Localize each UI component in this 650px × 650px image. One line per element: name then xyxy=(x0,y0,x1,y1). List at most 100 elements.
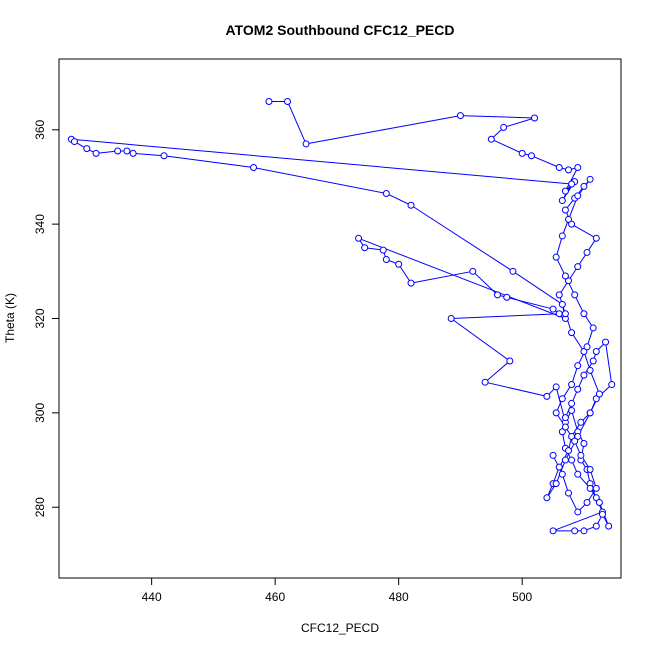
series-segment xyxy=(451,313,560,319)
x-axis: 440 460 480 500 xyxy=(142,577,533,604)
data-point xyxy=(571,527,579,535)
data-point xyxy=(574,263,582,271)
data-point xyxy=(555,291,563,299)
x-tick-label: 500 xyxy=(512,590,532,604)
data-point xyxy=(561,423,569,431)
data-point xyxy=(565,277,573,285)
data-point xyxy=(509,267,517,275)
data-point xyxy=(592,494,600,502)
data-point xyxy=(580,348,588,356)
data-point xyxy=(595,390,603,398)
series-segment xyxy=(398,263,412,284)
series-segment xyxy=(96,150,118,154)
data-point xyxy=(549,451,557,459)
data-point xyxy=(395,260,403,268)
data-point xyxy=(568,407,576,415)
series-segment xyxy=(531,155,560,168)
series-segment xyxy=(410,204,514,272)
data-point xyxy=(552,480,560,488)
data-point xyxy=(487,135,495,143)
data-point xyxy=(70,138,78,146)
data-point xyxy=(583,499,591,507)
series-segment xyxy=(564,167,579,192)
series-segment xyxy=(358,237,566,319)
data-point xyxy=(568,381,576,389)
data-point xyxy=(580,371,588,379)
series-segment xyxy=(305,115,461,145)
data-point xyxy=(407,279,415,287)
data-point xyxy=(543,392,551,400)
series-segment xyxy=(71,138,572,185)
data-point xyxy=(558,428,566,436)
data-point xyxy=(361,244,369,252)
data-point xyxy=(561,456,569,464)
y-axis-label: Theta (K) xyxy=(3,293,17,343)
data-point xyxy=(565,215,573,223)
data-point xyxy=(558,300,566,308)
data-point xyxy=(586,366,594,374)
data-point xyxy=(469,267,477,275)
data-point xyxy=(561,414,569,422)
series-segment xyxy=(571,223,597,239)
series-segment xyxy=(253,167,387,194)
data-point xyxy=(577,418,585,426)
y-tick-label: 280 xyxy=(33,497,47,517)
series-lines xyxy=(71,100,613,532)
data-point xyxy=(580,310,588,318)
x-axis-label: CFC12_PECD xyxy=(301,621,379,635)
data-point xyxy=(589,357,597,365)
data-point xyxy=(583,343,591,351)
data-point xyxy=(602,338,610,346)
series-segment xyxy=(568,492,579,513)
data-point xyxy=(598,510,606,518)
data-point xyxy=(250,164,258,172)
data-point xyxy=(568,399,576,407)
data-point xyxy=(565,489,573,497)
data-point xyxy=(558,197,566,205)
data-point xyxy=(580,527,588,535)
y-tick-label: 320 xyxy=(33,308,47,328)
data-point xyxy=(574,164,582,172)
series-segment xyxy=(574,294,585,315)
data-point xyxy=(265,97,273,105)
data-point xyxy=(500,123,508,131)
data-point xyxy=(456,112,464,120)
series-segment xyxy=(506,296,554,310)
data-point xyxy=(568,180,576,188)
series-segment xyxy=(472,270,498,296)
x-tick-label: 480 xyxy=(389,590,409,604)
data-point xyxy=(379,246,387,254)
data-point xyxy=(549,305,557,313)
data-point xyxy=(543,494,551,502)
data-point xyxy=(561,187,569,195)
series-segment xyxy=(555,256,566,277)
data-point xyxy=(608,381,616,389)
data-point xyxy=(574,470,582,478)
data-point xyxy=(574,385,582,393)
data-point xyxy=(586,484,594,492)
data-point xyxy=(592,484,600,492)
data-point xyxy=(503,293,511,301)
series-segment xyxy=(450,318,511,362)
data-point xyxy=(83,145,91,153)
series-segment xyxy=(163,155,254,169)
data-point xyxy=(527,152,535,160)
series-segment xyxy=(589,370,600,395)
plot-frame xyxy=(58,58,622,579)
data-point xyxy=(407,201,415,209)
data-point xyxy=(555,164,563,172)
data-point xyxy=(558,232,566,240)
data-point xyxy=(586,465,594,473)
data-point xyxy=(481,378,489,386)
data-point xyxy=(580,440,588,448)
data-point xyxy=(561,272,569,280)
data-point xyxy=(568,329,576,337)
data-point xyxy=(555,310,563,318)
data-point xyxy=(586,409,594,417)
data-point xyxy=(565,166,573,174)
data-point xyxy=(129,149,137,157)
series-segment xyxy=(503,117,535,128)
data-point xyxy=(589,324,597,332)
data-point xyxy=(574,432,582,440)
data-point xyxy=(92,149,100,157)
